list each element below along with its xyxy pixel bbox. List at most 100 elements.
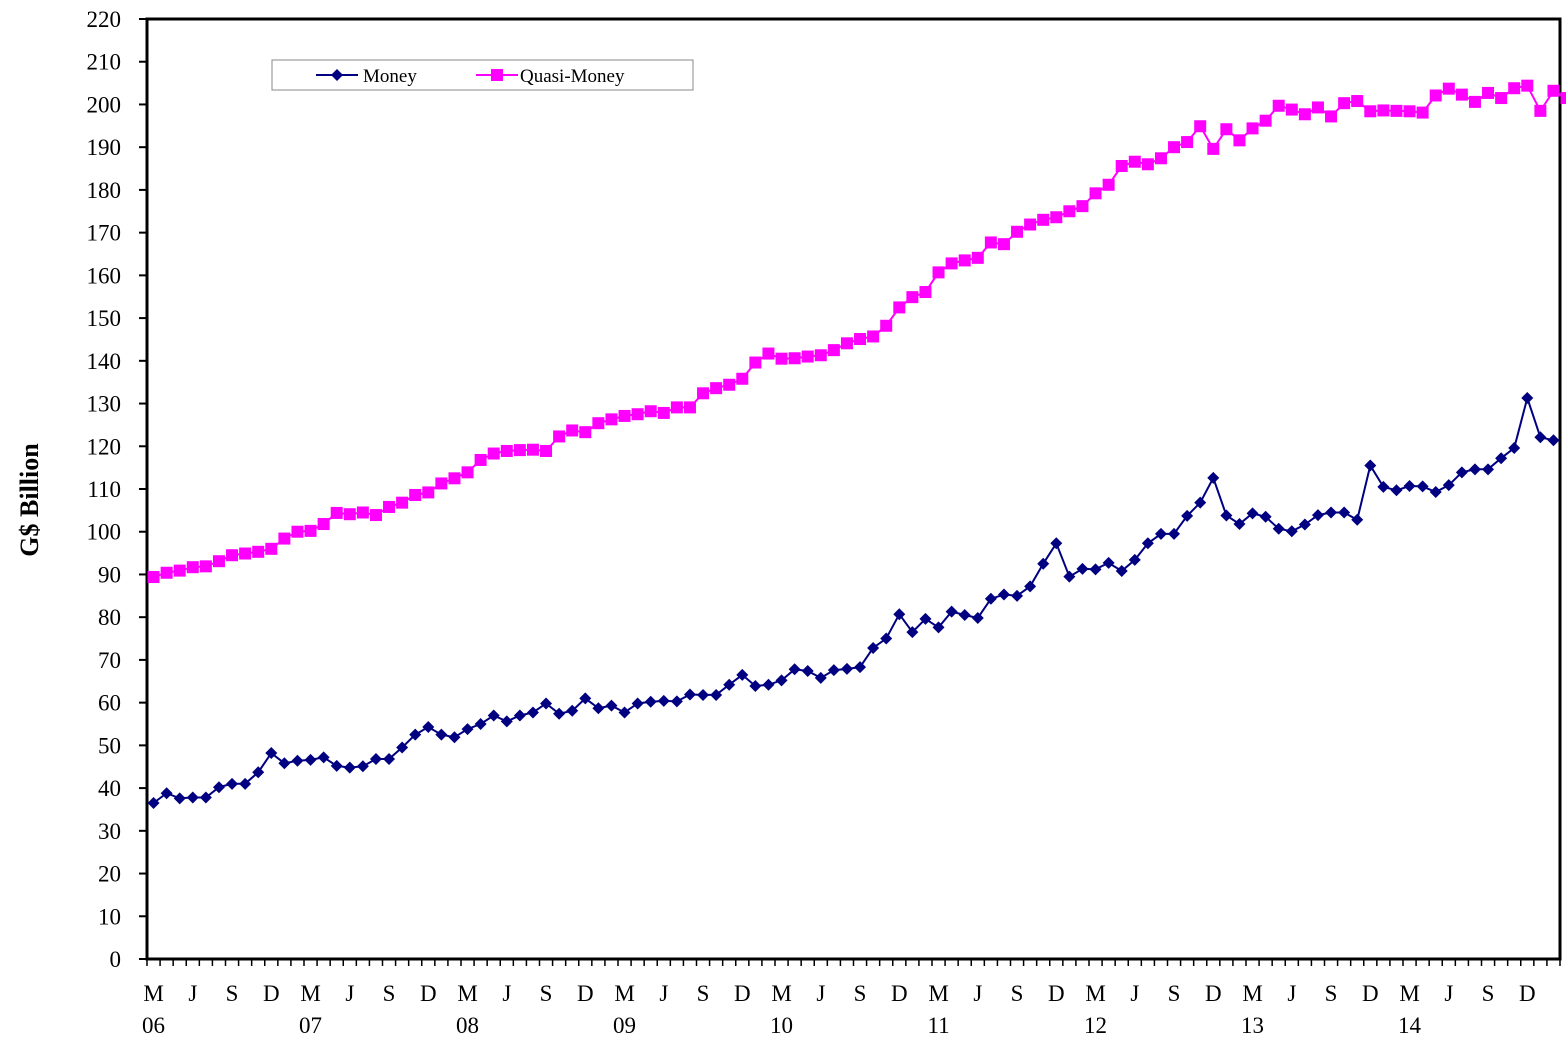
data-point [605, 413, 618, 426]
data-point [1298, 518, 1311, 531]
y-tick-label: 130 [87, 392, 122, 417]
data-point [1168, 141, 1181, 154]
data-point [971, 612, 984, 625]
data-point [579, 426, 592, 439]
data-point [566, 704, 579, 717]
data-point [932, 266, 945, 279]
data-point [239, 547, 252, 560]
x-tick-label: D [420, 981, 437, 1006]
x-tick-label: J [502, 981, 511, 1006]
data-point [827, 664, 840, 677]
data-point [304, 753, 317, 766]
data-point [409, 488, 422, 501]
data-point [827, 344, 840, 357]
data-point [814, 671, 827, 684]
data-point [448, 472, 461, 485]
data-point [1455, 466, 1468, 479]
x-year-label: 08 [456, 1013, 479, 1038]
plot-area [145, 17, 1562, 961]
data-point [1429, 89, 1442, 102]
x-tick-label: D [891, 981, 908, 1006]
data-point [1272, 522, 1285, 535]
series-money [147, 391, 1560, 810]
data-point [710, 382, 723, 395]
data-point [526, 443, 539, 456]
data-point [147, 571, 160, 584]
x-tick-label: S [226, 981, 239, 1006]
x-axis: M J S D M J S D M J S D M J S D M J S D M J S D M J S D M J S D M J S D06 07… [142, 959, 1561, 1038]
x-tick-label: S [1168, 981, 1181, 1006]
data-point [1560, 92, 1566, 105]
y-tick-label: 10 [98, 904, 121, 929]
y-tick-label: 170 [87, 221, 122, 246]
data-point [644, 695, 657, 708]
data-point [252, 766, 265, 779]
data-point [1311, 101, 1324, 114]
data-point [657, 694, 670, 707]
data-point [186, 791, 199, 804]
data-point [173, 792, 186, 805]
data-point [854, 661, 867, 674]
data-point [1468, 463, 1481, 476]
data-point [1351, 513, 1364, 526]
data-point [1403, 105, 1416, 118]
x-tick-label: S [1011, 981, 1024, 1006]
y-tick-label: 0 [110, 947, 122, 972]
data-point [1246, 122, 1259, 135]
data-point [448, 731, 461, 744]
y-tick-label: 180 [87, 178, 122, 203]
data-point [1455, 88, 1468, 101]
data-point [226, 549, 239, 562]
data-point [1050, 211, 1063, 224]
y-tick-label: 120 [87, 434, 122, 459]
data-point [1338, 97, 1351, 110]
data-point [723, 378, 736, 391]
data-point [1377, 480, 1390, 493]
x-tick-label: J [659, 981, 668, 1006]
data-point [1534, 431, 1547, 444]
y-axis: 0 10 20 30 40 50 60 70 80 90 100 110 120 130 140 150 160… [87, 7, 147, 972]
data-point [409, 728, 422, 741]
data-point [1233, 518, 1246, 531]
data-point [814, 349, 827, 362]
data-point [867, 330, 880, 343]
data-point [1547, 84, 1560, 97]
x-tick-label: M [1242, 981, 1262, 1006]
data-point [788, 663, 801, 676]
data-point [867, 641, 880, 654]
data-point [1547, 434, 1560, 447]
data-point [775, 674, 788, 687]
data-point [749, 679, 762, 692]
data-point [749, 356, 762, 369]
legend-quasi-label: Quasi-Money [520, 66, 625, 87]
data-point [1011, 589, 1024, 602]
x-tick-label: J [973, 981, 982, 1006]
x-year-label: 11 [927, 1013, 949, 1038]
x-tick-label: D [577, 981, 594, 1006]
data-point [1364, 459, 1377, 472]
data-point [317, 518, 330, 531]
x-tick-label: M [771, 981, 791, 1006]
y-tick-label: 30 [98, 819, 121, 844]
data-point [736, 372, 749, 385]
data-point [553, 430, 566, 443]
data-point [343, 508, 356, 521]
data-point [461, 723, 474, 736]
data-point [291, 525, 304, 538]
data-point [461, 466, 474, 479]
data-point [854, 333, 867, 346]
y-tick-label: 150 [87, 306, 122, 331]
data-point [1076, 562, 1089, 575]
x-tick-label: J [1130, 981, 1139, 1006]
data-point [226, 777, 239, 790]
x-tick-label: D [1205, 981, 1222, 1006]
legend-quasi-marker [491, 69, 503, 81]
data-point [880, 319, 893, 332]
data-point [1351, 95, 1364, 108]
data-point [801, 665, 814, 678]
data-point [1442, 479, 1455, 492]
data-point [657, 406, 670, 419]
data-point [186, 561, 199, 574]
data-point [631, 408, 644, 421]
